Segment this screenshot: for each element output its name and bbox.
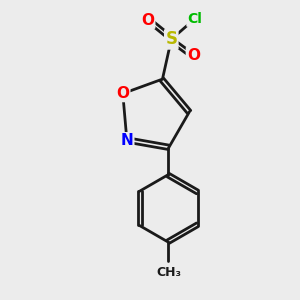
Text: CH₃: CH₃ — [156, 266, 181, 279]
Text: O: O — [187, 48, 200, 63]
Text: Cl: Cl — [188, 12, 202, 26]
Text: O: O — [116, 86, 129, 101]
Text: S: S — [165, 30, 177, 48]
Text: N: N — [121, 133, 133, 148]
Text: O: O — [141, 13, 154, 28]
